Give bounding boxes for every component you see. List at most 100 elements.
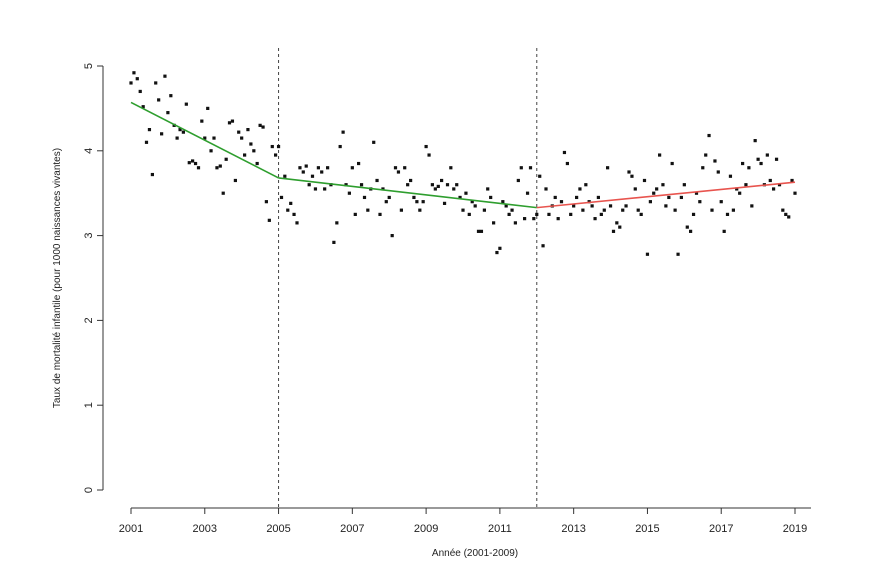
data-point [507, 212, 511, 216]
data-point [667, 195, 671, 200]
data-point [482, 208, 486, 212]
y-tick-label: 2 [83, 317, 95, 323]
data-point [535, 212, 539, 216]
data-point [461, 208, 465, 212]
data-point [357, 161, 361, 166]
y-tick-label: 0 [83, 487, 95, 493]
data-point [230, 119, 235, 123]
data-point [344, 183, 348, 187]
data-point [445, 183, 450, 187]
data-point [728, 174, 733, 178]
data-point [652, 191, 656, 195]
data-point [390, 234, 394, 238]
data-point [323, 187, 327, 191]
data-point [184, 102, 188, 106]
data-point [200, 119, 204, 123]
x-tick-label: 2007 [340, 523, 364, 535]
data-point [532, 217, 536, 221]
data-point [575, 195, 579, 200]
data-point [608, 204, 613, 208]
data-point [335, 221, 339, 225]
data-point [350, 166, 354, 170]
data-point [442, 201, 447, 205]
data-point [593, 217, 597, 221]
x-tick-label: 2005 [266, 523, 290, 535]
data-point [627, 170, 631, 174]
x-tick-label: 2011 [488, 523, 512, 535]
data-point [464, 191, 468, 195]
data-point [267, 218, 271, 222]
data-point [430, 183, 434, 187]
data-point [310, 174, 315, 178]
data-point [787, 215, 791, 219]
data-point [421, 200, 425, 204]
axes [97, 65, 811, 514]
data-point [455, 183, 459, 187]
x-tick-label: 2013 [561, 523, 585, 535]
data-point [691, 212, 696, 216]
data-point [602, 208, 606, 212]
data-point [181, 130, 185, 134]
data-point [276, 144, 281, 149]
trend-segments [130, 101, 796, 209]
data-point [458, 195, 462, 200]
data-point [372, 140, 376, 144]
data-point [590, 204, 594, 208]
data-point [326, 166, 330, 170]
x-tick-label: 2019 [783, 523, 807, 535]
data-point [765, 153, 769, 157]
data-point [768, 178, 772, 183]
data-point [673, 208, 677, 212]
data-point [384, 200, 388, 204]
data-point [636, 208, 640, 212]
data-point [645, 252, 650, 256]
data-point [784, 212, 788, 216]
data-point [141, 105, 145, 109]
data-point [433, 187, 437, 191]
data-point [163, 74, 167, 78]
data-point [569, 212, 573, 216]
data-point [144, 140, 149, 144]
data-point [409, 178, 413, 183]
data-point [178, 128, 182, 132]
data-point [227, 121, 232, 125]
data-point [581, 208, 585, 212]
data-point [486, 187, 490, 191]
data-point [562, 150, 567, 155]
data-point [513, 221, 517, 225]
data-point [289, 201, 293, 205]
data-point [584, 183, 588, 187]
data-point [744, 183, 748, 187]
data-point [476, 229, 481, 233]
data-point [359, 183, 364, 187]
data-point [215, 166, 219, 170]
data-point [279, 195, 284, 200]
data-point [187, 161, 191, 165]
data-point [538, 174, 542, 178]
data-point [270, 144, 274, 149]
data-point [375, 178, 379, 183]
data-point [196, 166, 201, 170]
data-point [403, 166, 407, 170]
data-point [193, 161, 198, 166]
data-point [412, 195, 416, 200]
data-point [639, 212, 643, 216]
data-point [753, 139, 757, 143]
data-points [129, 71, 797, 256]
data-point [424, 144, 428, 149]
data-point [759, 161, 763, 166]
data-point [793, 191, 797, 195]
data-point [774, 157, 779, 161]
data-point [731, 208, 735, 212]
data-point [427, 153, 431, 157]
data-point [756, 157, 760, 161]
data-point [175, 136, 179, 140]
x-tick-label: 2009 [414, 523, 438, 535]
data-point [781, 208, 785, 212]
data-point [129, 81, 133, 85]
trend-segment [130, 101, 279, 179]
data-point [381, 187, 385, 191]
data-point [264, 200, 268, 204]
data-point [313, 187, 318, 191]
data-point [621, 208, 625, 212]
